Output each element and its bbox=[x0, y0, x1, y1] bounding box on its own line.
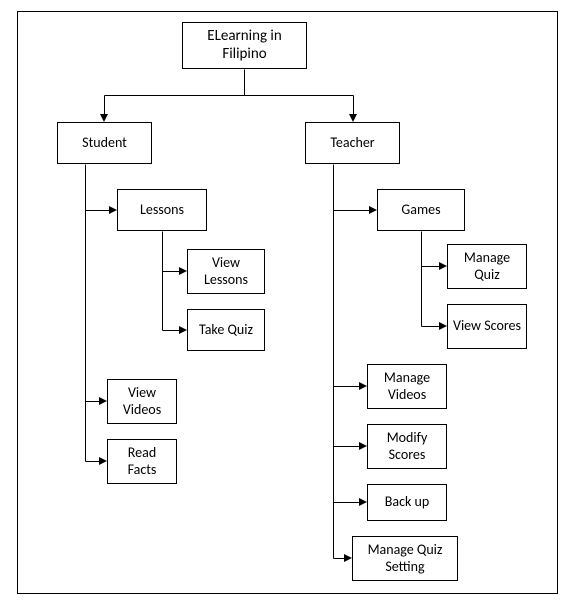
arrowhead bbox=[179, 267, 187, 275]
node-label: View Scores bbox=[453, 318, 521, 334]
node-view-lessons: View Lessons bbox=[187, 249, 265, 294]
node-manage-quiz: Manage Quiz bbox=[447, 244, 527, 289]
arrowhead bbox=[369, 206, 377, 214]
arrowhead bbox=[359, 442, 367, 450]
node-back-up: Back up bbox=[367, 484, 447, 521]
node-student: Student bbox=[57, 122, 152, 164]
node-label: ELearning in Filipino bbox=[187, 28, 302, 63]
node-label: Manage Quiz bbox=[452, 250, 522, 282]
node-games: Games bbox=[377, 189, 465, 231]
node-label: View Lessons bbox=[192, 255, 260, 287]
arrowhead bbox=[100, 114, 108, 122]
arrowhead bbox=[179, 326, 187, 334]
arrowhead bbox=[439, 322, 447, 330]
node-label: Modify Scores bbox=[372, 430, 442, 462]
node-label: Manage Quiz Setting bbox=[357, 542, 453, 574]
node-root: ELearning in Filipino bbox=[182, 22, 307, 69]
node-label: View Videos bbox=[112, 385, 172, 417]
node-teacher: Teacher bbox=[305, 122, 400, 164]
diagram-canvas: ELearning in Filipino Student Teacher Lesso… bbox=[0, 0, 573, 605]
arrowhead bbox=[99, 457, 107, 465]
node-label: Take Quiz bbox=[199, 322, 253, 338]
node-label: Teacher bbox=[330, 135, 374, 151]
edge-layer bbox=[0, 0, 573, 605]
node-manage-quiz-set: Manage Quiz Setting bbox=[352, 536, 458, 581]
node-manage-videos: Manage Videos bbox=[367, 364, 447, 409]
node-label: Lessons bbox=[140, 202, 184, 218]
node-label: Back up bbox=[385, 494, 429, 510]
arrowhead bbox=[99, 397, 107, 405]
node-take-quiz: Take Quiz bbox=[187, 309, 265, 351]
arrowhead bbox=[344, 554, 352, 562]
arrowhead bbox=[109, 206, 117, 214]
arrowhead bbox=[439, 262, 447, 270]
node-lessons: Lessons bbox=[117, 189, 207, 231]
arrowhead bbox=[359, 382, 367, 390]
arrowhead bbox=[349, 114, 357, 122]
node-modify-scores: Modify Scores bbox=[367, 424, 447, 469]
node-label: Read Facts bbox=[112, 445, 172, 477]
node-label: Games bbox=[401, 202, 440, 218]
node-read-facts: Read Facts bbox=[107, 439, 177, 484]
node-view-videos: View Videos bbox=[107, 379, 177, 424]
node-label: Manage Videos bbox=[372, 370, 442, 402]
node-label: Student bbox=[82, 135, 127, 151]
node-view-scores: View Scores bbox=[447, 304, 527, 349]
arrowhead bbox=[359, 498, 367, 506]
outer-frame bbox=[18, 12, 558, 594]
